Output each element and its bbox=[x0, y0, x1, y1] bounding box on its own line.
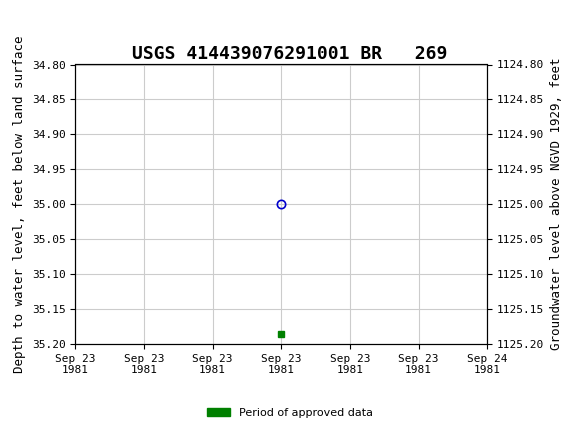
Text: USGS 414439076291001 BR   269: USGS 414439076291001 BR 269 bbox=[132, 45, 448, 63]
Y-axis label: Groundwater level above NGVD 1929, feet: Groundwater level above NGVD 1929, feet bbox=[550, 58, 563, 350]
Legend: Period of approved data: Period of approved data bbox=[203, 403, 377, 422]
Y-axis label: Depth to water level, feet below land surface: Depth to water level, feet below land su… bbox=[13, 36, 26, 373]
Text: USGS: USGS bbox=[23, 10, 83, 29]
Text: ▒: ▒ bbox=[3, 5, 18, 34]
